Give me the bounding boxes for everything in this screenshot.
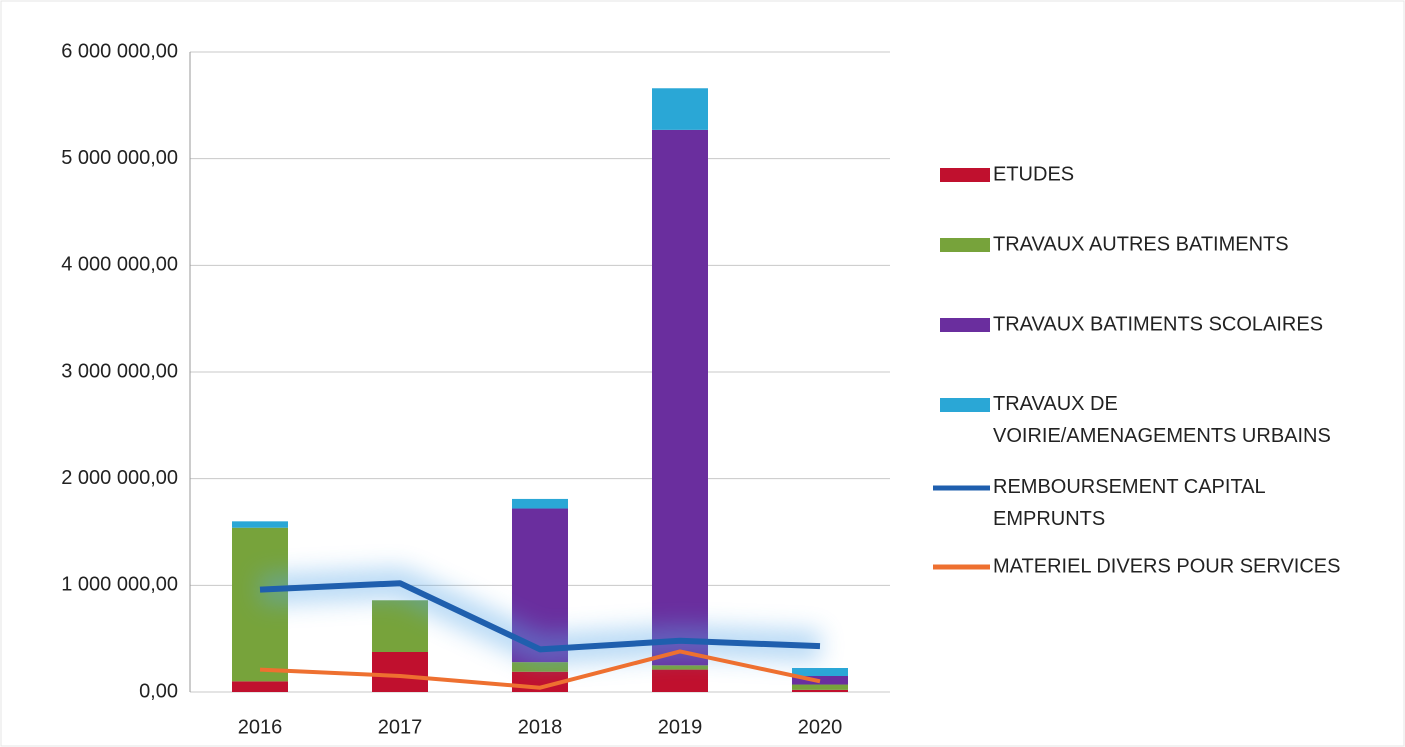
bar-segment	[792, 689, 848, 692]
legend-label-line: VOIRIE/AMENAGEMENTS URBAINS	[993, 425, 1331, 447]
x-tick-label: 2019	[658, 716, 703, 738]
legend-label: REMBOURSEMENT CAPITAL EMPRUNTS	[993, 476, 1270, 530]
bar-segment	[792, 684, 848, 690]
bar-segment	[792, 668, 848, 676]
x-tick-label: 2020	[798, 716, 843, 738]
y-tick-label: 3 000 000,00	[61, 360, 178, 382]
bar-segment	[652, 129, 708, 666]
bar-segment	[232, 521, 288, 528]
y-tick-label: 2 000 000,00	[61, 467, 178, 489]
legend-label-line: REMBOURSEMENT CAPITAL	[993, 476, 1270, 498]
line	[259, 580, 821, 653]
line	[259, 649, 821, 690]
bar-segment	[512, 498, 568, 509]
legend-label: TRAVAUX AUTRES BATIMENTS	[993, 233, 1289, 255]
legend-swatch	[940, 398, 990, 412]
x-tick-label: 2016	[238, 716, 283, 738]
bar-segment	[232, 681, 288, 692]
y-tick-label: 5 000 000,00	[61, 147, 178, 169]
legend-label-line: TRAVAUX DE	[993, 393, 1123, 415]
legend-label: TRAVAUX DE VOIRIE/AMENAGEMENTS URBAINS	[993, 393, 1331, 447]
bar-segment	[372, 600, 428, 652]
bar-segment	[652, 665, 708, 670]
legend-swatch	[940, 318, 990, 332]
y-tick-label: 0,00	[139, 680, 178, 702]
legend-label: ETUDES	[993, 163, 1074, 185]
legend-swatch	[940, 168, 990, 182]
legend-label-line: EMPRUNTS	[993, 508, 1105, 530]
y-tick-label: 4 000 000,00	[61, 254, 178, 276]
legend-label: MATERIEL DIVERS POUR SERVICES	[993, 555, 1341, 577]
bar-segment	[652, 669, 708, 692]
bar-segment	[652, 88, 708, 130]
bar-segment	[372, 652, 428, 692]
bar-segment	[512, 662, 568, 672]
y-tick-label: 6 000 000,00	[61, 40, 178, 62]
x-tick-label: 2018	[518, 716, 563, 738]
legend-label: TRAVAUX BATIMENTS SCOLAIRES	[993, 313, 1323, 335]
bar-segment	[232, 527, 288, 682]
x-tick-label: 2017	[378, 716, 423, 738]
legend-swatch	[940, 238, 990, 252]
y-tick-label: 1 000 000,00	[61, 574, 178, 596]
